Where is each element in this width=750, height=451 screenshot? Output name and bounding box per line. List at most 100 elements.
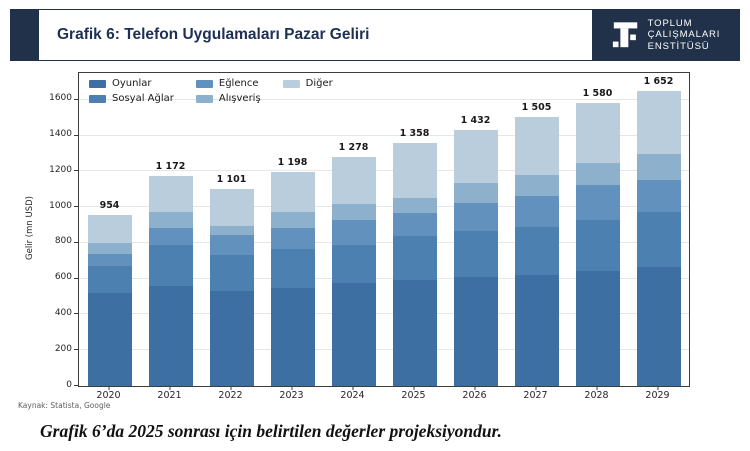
y-tick-mark	[74, 385, 78, 386]
bar-segment-eğlence	[148, 228, 193, 246]
y-tick-mark	[74, 98, 78, 100]
legend-item: Alışveriş	[195, 93, 261, 104]
stacked-bar: 1 358	[392, 128, 437, 386]
y-tick-label: 1200	[49, 164, 72, 175]
stacked-bar: 1 198	[270, 157, 315, 386]
institute-logo-text: TOPLUM ÇALIŞMALARI ENSTİTÜSÜ	[648, 18, 721, 53]
institute-logo-icon	[612, 22, 637, 48]
bar-segment-diğer	[270, 171, 315, 212]
y-tick-mark	[74, 134, 78, 136]
logo-line-2: ÇALIŞMALARI	[647, 29, 721, 41]
bar-segment-alışveriş	[636, 153, 681, 180]
bar-segment-sosyal-ağlar	[331, 244, 376, 283]
y-tick-label: 0	[66, 379, 72, 390]
gridline	[79, 206, 689, 208]
bar-segment-eğlence	[87, 253, 132, 267]
y-tick-mark	[74, 241, 78, 243]
bar-group: 1 652	[628, 73, 689, 386]
bar-total-label: 1 505	[521, 101, 552, 113]
gridline	[79, 349, 689, 351]
bar-segment-diğer	[331, 157, 376, 205]
bar-group: 1 358	[384, 73, 445, 386]
x-tick-label: 2029	[645, 390, 670, 401]
bar-segment-oyunlar	[636, 267, 681, 386]
x-tick-label: 2027	[523, 390, 548, 401]
stacked-bar: 954	[87, 200, 132, 386]
x-tick-mark	[169, 386, 170, 390]
bar-segment-diğer	[636, 90, 681, 154]
y-tick-mark	[74, 277, 78, 279]
bar-segment-oyunlar	[270, 288, 315, 386]
source-note: Kaynak: Statista, Google	[18, 401, 111, 410]
x-tick-label: 2026	[462, 390, 487, 401]
bar-group: 954	[79, 73, 140, 386]
bar-total-label: 1 652	[643, 75, 674, 87]
gridline	[79, 277, 689, 279]
bar-segment-sosyal-ağlar	[209, 254, 254, 292]
x-tick-mark	[230, 386, 231, 390]
legend-label: Alışveriş	[218, 93, 261, 104]
bar-segment-eğlence	[270, 228, 315, 249]
bar-segment-alışveriş	[331, 204, 376, 220]
bar-total-label: 954	[99, 200, 120, 212]
page-title: Grafik 6: Telefon Uygulamaları Pazar Gel…	[57, 26, 370, 43]
bar-segment-alışveriş	[148, 212, 193, 229]
x-tick-label: 2020	[96, 390, 121, 401]
bar-segment-diğer	[87, 215, 132, 243]
bar-total-label: 1 198	[277, 156, 308, 168]
y-tick-label: 1400	[49, 129, 72, 140]
bar-segment-oyunlar	[87, 293, 132, 386]
y-tick-mark	[74, 313, 78, 315]
x-tick-mark	[108, 386, 109, 390]
bar-segment-oyunlar	[148, 286, 193, 386]
bar-segment-diğer	[392, 143, 437, 198]
header: Grafik 6: Telefon Uygulamaları Pazar Gel…	[10, 9, 740, 61]
bar-segment-eğlence	[453, 203, 498, 231]
plot-area: 954 1 172 1 101 1 198 1 278 1 358 1 432 1 505 1 …	[78, 72, 690, 387]
gridline	[79, 170, 689, 172]
bar-total-label: 1 101	[216, 174, 247, 186]
x-tick-label: 2025	[401, 390, 426, 401]
gridline	[79, 241, 689, 243]
y-tick-mark	[74, 170, 78, 172]
bar-segment-diğer	[148, 176, 193, 213]
gridline	[79, 98, 689, 100]
bar-segment-diğer	[209, 189, 254, 227]
bar-segment-eğlence	[209, 235, 254, 255]
logo-line-1: TOPLUM	[647, 17, 693, 29]
stacked-bar: 1 505	[514, 102, 559, 386]
bar-segment-alışveriş	[514, 175, 559, 197]
bar-segment-alışveriş	[453, 182, 498, 204]
stacked-bar: 1 278	[331, 142, 376, 386]
y-tick-label: 400	[54, 307, 72, 318]
bar-segment-sosyal-ağlar	[392, 235, 437, 281]
y-tick-label: 800	[54, 236, 72, 247]
x-tick-label: 2022	[218, 390, 243, 401]
y-tick-label: 1600	[49, 93, 72, 104]
stacked-bar: 1 432	[453, 115, 498, 386]
x-tick-mark	[352, 386, 353, 390]
bar-segment-alışveriş	[575, 162, 620, 185]
bar-segment-eğlence	[575, 184, 620, 220]
header-accent-block	[11, 10, 39, 60]
bar-segment-oyunlar	[514, 274, 559, 386]
bar-segment-diğer	[453, 129, 498, 183]
bar-segment-sosyal-ağlar	[270, 248, 315, 288]
bar-segment-eğlence	[636, 179, 681, 212]
bar-segment-oyunlar	[209, 291, 254, 386]
bar-segment-alışveriş	[392, 197, 437, 214]
y-tick-mark	[74, 206, 78, 208]
caption: Grafik 6’da 2025 sonrası için belirtilen…	[40, 421, 502, 441]
x-tick-mark	[291, 386, 292, 390]
legend: Oyunlar Sosyal Ağlar Eğlence Alışveriş Diğer	[89, 78, 333, 104]
bar-segment-sosyal-ağlar	[514, 226, 559, 275]
legend-item: Oyunlar	[89, 78, 174, 89]
legend-label: Diğer	[305, 78, 333, 89]
institute-logo: TOPLUM ÇALIŞMALARI ENSTİTÜSÜ	[592, 10, 739, 60]
legend-swatch	[282, 79, 300, 88]
bar-segment-eğlence	[514, 196, 559, 227]
bar-segment-sosyal-ağlar	[453, 230, 498, 278]
bar-total-label: 1 580	[582, 88, 613, 100]
bar-segment-oyunlar	[453, 277, 498, 386]
